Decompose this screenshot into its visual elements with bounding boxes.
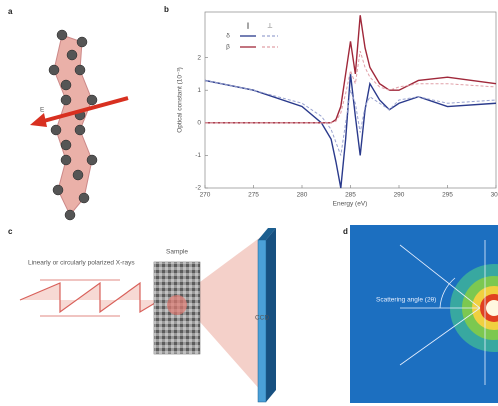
ribbon	[49, 30, 97, 220]
plot-frame	[205, 12, 496, 188]
beam	[20, 228, 276, 402]
beam-label: Linearly or circularly polarized X-rays	[28, 260, 135, 267]
x-tick-label: 295	[442, 192, 453, 199]
figure: a b c d E Linearly	[0, 0, 498, 406]
x-tick-label: 275	[248, 192, 259, 199]
field-label: E	[40, 107, 45, 114]
y-tick-label: 1	[197, 87, 201, 94]
x-axis-label: Energy (eV)	[333, 201, 368, 208]
panel-label: b	[164, 5, 169, 14]
panel-label: c	[8, 227, 13, 236]
x-tick-label: 285	[345, 192, 356, 199]
detector-label: CCD	[255, 315, 269, 322]
panel-label: a	[8, 7, 13, 16]
series-line	[205, 51, 496, 123]
legend-row: β	[226, 44, 230, 51]
y-tick-label: -1	[195, 152, 201, 159]
legend-column: ⊥	[267, 23, 273, 30]
y-tick-label: -2	[195, 185, 201, 192]
legend-column: ∥	[246, 22, 249, 30]
series-line	[205, 80, 496, 155]
y-tick-label: 2	[197, 54, 201, 61]
legend-row: δ	[226, 33, 230, 40]
angle-label: Scattering angle (2θ)	[376, 297, 436, 304]
x-tick-label: 300	[491, 192, 498, 199]
panel-label: d	[343, 227, 348, 236]
x-tick-label: 290	[394, 192, 405, 199]
y-tick-label: 0	[197, 120, 201, 127]
sample-label: Sample	[166, 249, 188, 256]
scattering-pattern	[350, 225, 498, 403]
x-tick-label: 270	[200, 192, 211, 199]
x-tick-label: 280	[297, 192, 308, 199]
y-axis-label: Optical constant (10⁻³)	[177, 67, 184, 133]
